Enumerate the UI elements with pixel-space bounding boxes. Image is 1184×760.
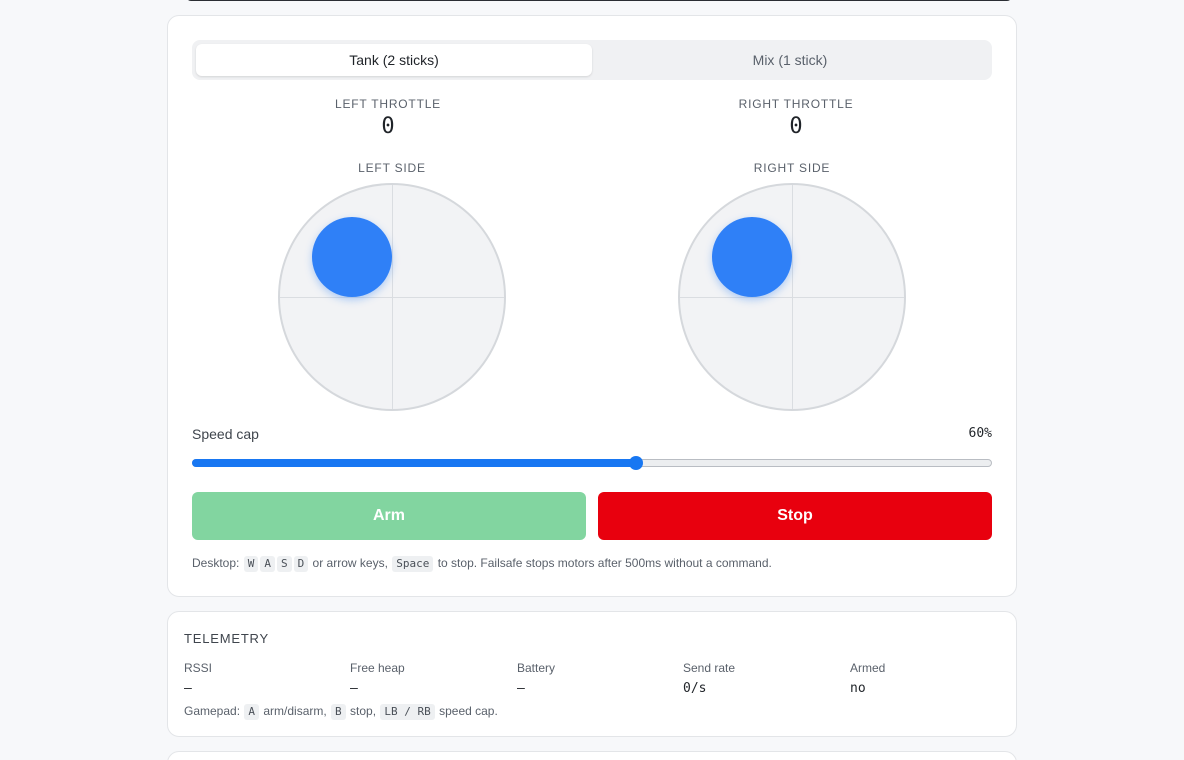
control-card: Tank (2 sticks) Mix (1 stick) LEFT THROT… (167, 15, 1017, 597)
speed-cap-slider[interactable] (192, 455, 992, 471)
speed-cap-fill (192, 459, 636, 467)
mode-selector: Tank (2 sticks) Mix (1 stick) (192, 40, 992, 80)
left-joystick-axis-horizontal (280, 297, 504, 298)
key-a: A (260, 556, 275, 572)
right-throttle-label: RIGHT THROTTLE (738, 97, 854, 111)
key-gamepad-a: A (244, 704, 260, 720)
speed-cap-thumb[interactable] (629, 456, 643, 470)
left-throttle-label: LEFT THROTTLE (335, 97, 441, 111)
key-s: S (276, 556, 292, 572)
key-gamepad-rb: RB (417, 705, 431, 718)
telemetry-free-heap-label: Free heap (350, 661, 405, 675)
hint-middle: or arrow keys, (312, 556, 388, 570)
telemetry-title: TELEMETRY (184, 631, 269, 646)
telemetry-card: TELEMETRY RSSI — Free heap — Battery — S… (167, 611, 1017, 737)
key-gamepad-lb-rb: LB / RB (380, 704, 435, 720)
tab-tank-mode[interactable]: Tank (2 sticks) (196, 44, 592, 76)
right-throttle-value: 0 (789, 114, 803, 139)
telemetry-free-heap: Free heap — (350, 661, 510, 696)
left-joystick[interactable] (278, 183, 506, 411)
key-w: W (243, 556, 259, 572)
right-joystick-axis-horizontal (680, 297, 904, 298)
left-throttle-value: 0 (381, 114, 395, 139)
top-panel-edge (186, 0, 1012, 1)
hint-suffix: to stop. Failsafe stops motors after 500… (437, 556, 772, 570)
telemetry-battery-value: — (517, 681, 525, 696)
telemetry-send-rate-value: 0/s (683, 681, 707, 696)
gamepad-hint-stop: stop, (350, 704, 377, 718)
telemetry-send-rate: Send rate 0/s (683, 661, 843, 696)
right-joystick[interactable] (678, 183, 906, 411)
key-gamepad-lb: LB (384, 705, 398, 718)
telemetry-rssi-label: RSSI (184, 661, 213, 675)
hint-prefix: Desktop: (192, 556, 240, 570)
telemetry-rssi: RSSI — (184, 661, 344, 696)
telemetry-battery: Battery — (517, 661, 677, 696)
key-d: D (293, 556, 309, 572)
left-side-label: LEFT SIDE (358, 161, 426, 175)
left-joystick-knob[interactable] (312, 217, 392, 297)
telemetry-free-heap-value: — (350, 681, 358, 696)
gamepad-hint-arm: arm/disarm, (263, 704, 327, 718)
gamepad-hint-prefix: Gamepad: (184, 704, 241, 718)
next-card (167, 751, 1017, 760)
telemetry-send-rate-label: Send rate (683, 661, 736, 675)
tab-mix-mode[interactable]: Mix (1 stick) (752, 52, 828, 68)
speed-cap-value: 60% (968, 426, 992, 441)
right-throttle-readout: RIGHT THROTTLE 0 (696, 97, 896, 139)
gamepad-hint: Gamepad: A arm/disarm, B stop, LB / RB s… (184, 704, 498, 720)
telemetry-rssi-value: — (184, 681, 192, 696)
key-gamepad-b: B (331, 704, 346, 720)
telemetry-armed-value: no (850, 681, 866, 696)
stop-button[interactable]: Stop (598, 492, 992, 540)
right-joystick-knob[interactable] (712, 217, 792, 297)
right-side-label: RIGHT SIDE (753, 161, 831, 175)
left-throttle-readout: LEFT THROTTLE 0 (288, 97, 488, 139)
gamepad-hint-speed: speed cap. (439, 704, 498, 718)
key-gamepad-sep: / (404, 705, 411, 718)
key-space: Space (392, 556, 434, 572)
telemetry-battery-label: Battery (517, 661, 556, 675)
telemetry-armed: Armed no (850, 661, 1010, 696)
speed-cap-label: Speed cap (192, 426, 259, 442)
arm-button[interactable]: Arm (192, 492, 586, 540)
telemetry-armed-label: Armed (850, 661, 886, 675)
